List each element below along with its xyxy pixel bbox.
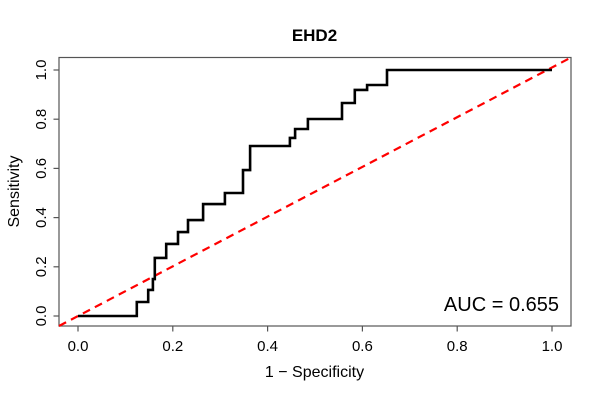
x-tick-label: 0.2 <box>162 338 183 355</box>
y-tick-label: 0.6 <box>33 158 50 179</box>
roc-curve-path <box>78 68 552 318</box>
x-tick-label: 0.0 <box>68 338 89 355</box>
x-axis-label: 1 − Specificity <box>265 364 364 381</box>
plot-title: EHD2 <box>292 26 337 45</box>
y-tick-label: 0.8 <box>33 109 50 130</box>
x-tick-label: 0.4 <box>257 338 278 355</box>
y-tick-label: 1.0 <box>33 60 50 81</box>
plot-axes: 0.0 0.2 0.4 0.6 0.8 1.0 0.0 0.2 0.4 0.6 0.8 1.0 <box>33 56 572 355</box>
x-tick-label: 0.6 <box>352 338 373 355</box>
x-tick-label: 1.0 <box>542 338 563 355</box>
chance-diagonal-line <box>58 56 572 327</box>
series-layer <box>58 56 572 327</box>
y-axis-label: Sensitivity <box>6 155 23 227</box>
plot-box <box>58 56 572 327</box>
y-tick-label: 0.4 <box>33 207 50 228</box>
y-tick-label: 0.2 <box>33 256 50 277</box>
auc-annotation: AUC = 0.655 <box>444 294 559 316</box>
y-tick-label: 0.0 <box>33 306 50 327</box>
x-tick-label: 0.8 <box>447 338 468 355</box>
